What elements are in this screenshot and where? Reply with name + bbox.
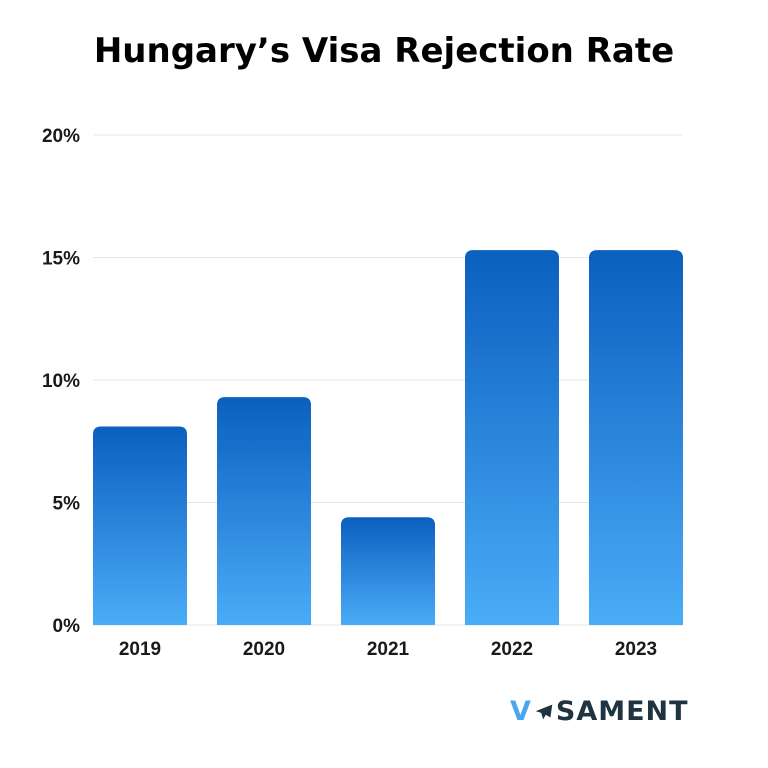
grid-lines [93,134,682,626]
visament-logo: V SAMENT [510,696,689,727]
plane-icon [535,704,553,719]
x-tick-label: 2023 [615,639,657,660]
x-tick-label: 2019 [119,639,161,660]
x-axis-ticks: 2019 2020 2021 2022 2023 [119,639,657,660]
logo-letter-v: V [510,696,532,727]
y-tick-label: 20% [42,126,80,147]
logo-text: SAMENT [555,696,689,727]
bar-2021 [341,517,435,625]
bar-2023 [589,250,683,625]
bars [93,250,683,625]
y-tick-label: 0% [53,616,81,637]
y-axis-ticks: 0% 5% 10% 15% 20% [42,126,80,637]
x-tick-label: 2021 [367,639,410,660]
x-tick-label: 2022 [491,639,533,660]
y-tick-label: 15% [42,249,80,270]
bar-2020 [217,397,311,625]
y-tick-label: 5% [53,494,81,515]
chart-title: Hungary’s Visa Rejection Rate [93,31,675,71]
bar-2019 [93,426,187,625]
bar-2022 [465,250,559,625]
y-tick-label: 10% [42,371,80,392]
x-tick-label: 2020 [243,639,285,660]
